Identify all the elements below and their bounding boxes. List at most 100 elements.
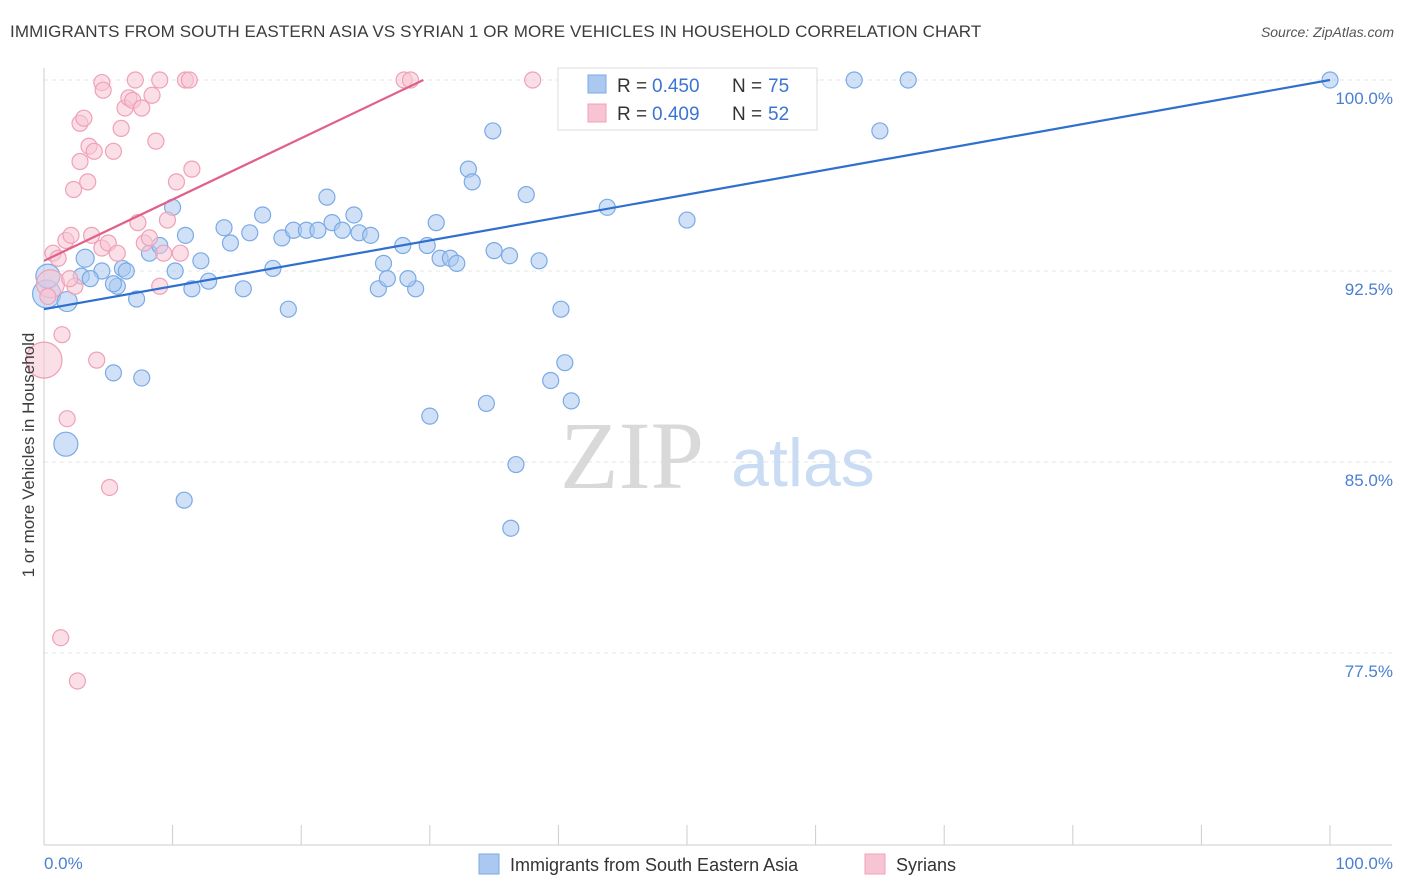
legend-swatch-blue bbox=[478, 853, 500, 875]
point-syrians-10 bbox=[71, 152, 89, 171]
point-immigrants-47 bbox=[427, 214, 445, 232]
point-immigrants-34 bbox=[318, 188, 336, 206]
point-immigrants-42 bbox=[378, 270, 396, 288]
point-immigrants-18 bbox=[176, 226, 195, 244]
x-tick-label-1: 100.0% bbox=[1335, 854, 1393, 873]
point-syrians-49 bbox=[68, 672, 87, 690]
point-syrians-4 bbox=[53, 326, 71, 344]
point-syrians-38 bbox=[154, 244, 173, 262]
point-immigrants-62 bbox=[477, 394, 495, 413]
point-immigrants-70 bbox=[845, 71, 863, 89]
point-immigrants-73 bbox=[678, 211, 696, 229]
watermark-atlas: atlas bbox=[731, 425, 875, 501]
point-immigrants-50 bbox=[448, 254, 466, 272]
point-immigrants-4 bbox=[75, 248, 95, 268]
y-tick-label-2: 92.5% bbox=[1345, 280, 1393, 299]
source-label: Source: ZipAtlas.com bbox=[1260, 24, 1394, 40]
point-immigrants-56 bbox=[517, 186, 535, 204]
point-syrians-34 bbox=[143, 86, 161, 104]
point-syrians-39 bbox=[158, 211, 177, 229]
stats-box: R = 0.450 N = 75 R = 0.409 N = 52 bbox=[557, 67, 818, 131]
x-tick-label-0: 0.0% bbox=[44, 854, 83, 873]
point-syrians-7 bbox=[62, 226, 80, 244]
watermark: ZIP atlas bbox=[560, 402, 875, 509]
point-syrians-44 bbox=[183, 160, 201, 178]
point-syrians-16 bbox=[85, 142, 103, 160]
point-immigrants-27 bbox=[254, 206, 272, 224]
trend-line-immigrants bbox=[43, 78, 1331, 311]
point-syrians-43 bbox=[180, 71, 198, 89]
y-tick-label-1: 85.0% bbox=[1345, 471, 1393, 490]
point-immigrants-64 bbox=[507, 455, 525, 474]
point-immigrants-55 bbox=[500, 247, 519, 265]
point-immigrants-39 bbox=[362, 226, 380, 244]
point-syrians-20 bbox=[94, 81, 112, 99]
point-immigrants-71 bbox=[899, 71, 917, 89]
point-immigrants-11 bbox=[117, 262, 135, 280]
stats-swatch-pink bbox=[587, 103, 607, 123]
point-immigrants-26 bbox=[241, 224, 259, 242]
chart-title: IMMIGRANTS FROM SOUTH EASTERN ASIA VS SY… bbox=[10, 22, 982, 41]
point-immigrants-36 bbox=[333, 221, 351, 239]
point-immigrants-30 bbox=[279, 300, 297, 318]
point-immigrants-61 bbox=[562, 392, 580, 410]
point-immigrants-37 bbox=[345, 206, 363, 224]
gridlines bbox=[44, 79, 1392, 654]
point-immigrants-17 bbox=[166, 262, 184, 280]
axes bbox=[43, 68, 1392, 846]
point-syrians-6 bbox=[58, 410, 76, 428]
y-tick-label-0: 77.5% bbox=[1345, 662, 1393, 681]
trend-line-syrians bbox=[43, 79, 424, 262]
point-syrians-12 bbox=[75, 109, 93, 127]
point-immigrants-57 bbox=[530, 252, 548, 270]
stats-n-label-1: N = bbox=[732, 76, 762, 97]
point-immigrants-33 bbox=[309, 221, 327, 239]
stats-n-value-2: 52 bbox=[768, 104, 789, 125]
stats-r-label-1: R = bbox=[617, 76, 647, 97]
point-immigrants-15 bbox=[104, 364, 123, 382]
point-immigrants-66 bbox=[175, 491, 193, 509]
stats-r-label-2: R = bbox=[617, 104, 647, 125]
point-immigrants-63 bbox=[421, 407, 439, 425]
data-points bbox=[25, 71, 1339, 690]
point-syrians-0 bbox=[25, 341, 63, 379]
trend-lines bbox=[43, 78, 1331, 311]
point-syrians-41 bbox=[171, 244, 189, 262]
point-syrians-37 bbox=[151, 71, 169, 89]
watermark-zip: ZIP bbox=[560, 402, 704, 509]
point-syrians-51 bbox=[61, 270, 79, 288]
point-syrians-29 bbox=[126, 71, 144, 89]
point-immigrants-21 bbox=[192, 252, 210, 270]
stats-r-value-2: 0.409 bbox=[652, 104, 700, 125]
point-syrians-22 bbox=[104, 142, 123, 160]
y-axis-label: 1 or more Vehicles in Household bbox=[19, 333, 38, 578]
stats-n-value-1: 75 bbox=[768, 76, 789, 97]
point-syrians-50 bbox=[39, 287, 57, 306]
point-immigrants-10 bbox=[104, 275, 123, 293]
stats-n-label-2: N = bbox=[732, 104, 762, 125]
point-immigrants-53 bbox=[485, 242, 503, 260]
point-immigrants-14 bbox=[127, 290, 146, 308]
tick-labels: 77.5% 85.0% 92.5% 100.0% 0.0% 100.0% bbox=[44, 89, 1393, 873]
point-syrians-24 bbox=[108, 244, 126, 262]
legend-label-immigrants: Immigrants from South Eastern Asia bbox=[510, 855, 799, 875]
point-syrians-17 bbox=[88, 351, 106, 369]
point-immigrants-41 bbox=[374, 254, 393, 272]
point-syrians-48 bbox=[52, 629, 70, 647]
point-immigrants-65 bbox=[502, 519, 520, 537]
legend-label-syrians: Syrians bbox=[896, 855, 956, 875]
point-syrians-13 bbox=[79, 173, 97, 191]
point-immigrants-45 bbox=[399, 270, 417, 288]
point-immigrants-24 bbox=[221, 234, 240, 252]
point-syrians-23 bbox=[100, 478, 119, 497]
point-syrians-3 bbox=[49, 249, 67, 267]
point-immigrants-59 bbox=[556, 354, 574, 372]
y-tick-label-3: 100.0% bbox=[1335, 89, 1393, 108]
point-immigrants-3 bbox=[53, 431, 79, 457]
point-immigrants-19 bbox=[183, 280, 201, 298]
point-immigrants-8 bbox=[81, 270, 99, 288]
point-syrians-8 bbox=[64, 180, 83, 199]
point-immigrants-58 bbox=[552, 300, 570, 318]
legend: Immigrants from South Eastern Asia Syria… bbox=[478, 853, 956, 875]
